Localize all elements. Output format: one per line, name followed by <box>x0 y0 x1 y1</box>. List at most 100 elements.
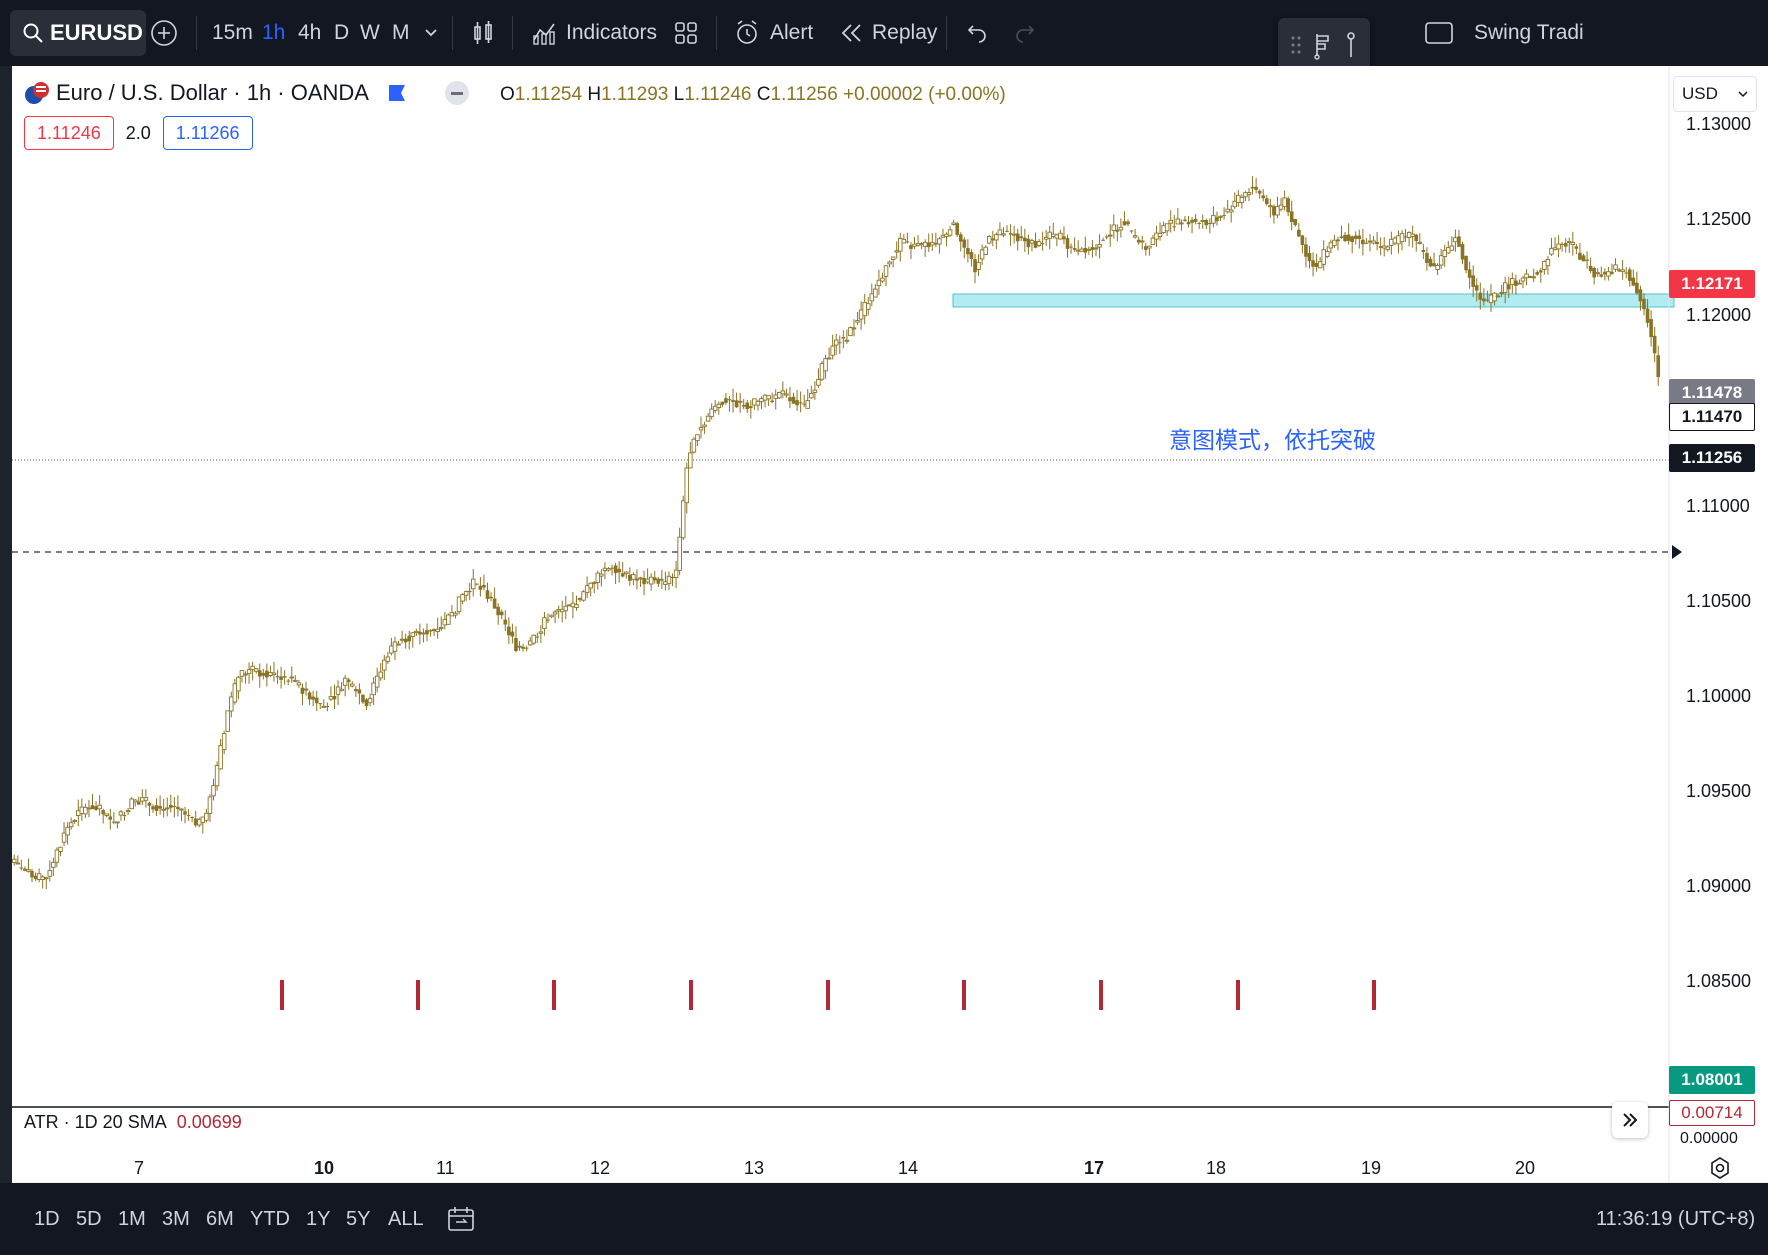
candle-body <box>1414 234 1419 242</box>
candle-body <box>973 259 977 273</box>
flag-marker-icon[interactable] <box>1312 30 1334 60</box>
interval-w[interactable]: W <box>360 21 380 44</box>
interval-dropdown[interactable] <box>424 0 446 66</box>
candle-body <box>1101 239 1105 241</box>
candle-body <box>1506 284 1511 290</box>
candle-body <box>1005 230 1009 232</box>
candle-body <box>147 802 152 806</box>
candle-body <box>962 239 967 248</box>
candle-body <box>271 672 277 676</box>
candle-body <box>688 452 693 469</box>
candle-body <box>1588 265 1593 271</box>
chart-annotation[interactable]: 意图模式，依托突破 <box>1169 427 1376 453</box>
buy-button[interactable]: 1.11266 <box>162 116 253 150</box>
time-tick: 10 <box>314 1158 335 1178</box>
support-zone[interactable] <box>952 293 1675 308</box>
candle-body <box>851 327 857 330</box>
price-chart[interactable] <box>12 66 1768 1183</box>
layouts-button[interactable] <box>674 0 706 66</box>
sell-button[interactable]: 1.11246 <box>24 116 114 150</box>
replay-button[interactable]: Replay <box>840 0 937 66</box>
candle-body <box>1097 243 1102 248</box>
candle-body <box>503 619 508 625</box>
candle-body <box>243 673 248 676</box>
candles-icon <box>474 21 492 44</box>
range-3m[interactable]: 3M <box>162 1207 190 1230</box>
candle-body <box>1139 240 1145 243</box>
scroll-to-realtime-button[interactable] <box>1612 1102 1648 1138</box>
goto-date-button[interactable] <box>446 1183 476 1255</box>
add-symbol-button[interactable] <box>150 0 186 66</box>
candle-body <box>225 710 230 732</box>
candle-body <box>606 568 611 571</box>
range-all[interactable]: ALL <box>388 1207 424 1230</box>
candle-body <box>1093 247 1099 250</box>
high-label: H <box>587 84 602 105</box>
interval-4h[interactable]: 4h <box>298 21 322 44</box>
candle-body <box>1286 198 1290 213</box>
price-tick: 1.11000 <box>1686 496 1750 516</box>
range-1m[interactable]: 1M <box>118 1207 146 1230</box>
candle-body <box>1552 247 1558 251</box>
candle-body <box>1542 260 1547 270</box>
candle-body <box>414 630 419 634</box>
range-6m[interactable]: 6M <box>206 1207 234 1230</box>
candle-body <box>741 405 746 407</box>
candle-body <box>841 337 846 339</box>
candle-body <box>1425 252 1429 263</box>
candle-body <box>1613 264 1618 270</box>
chart-pane[interactable] <box>12 66 1768 1183</box>
candle-body <box>983 246 988 255</box>
time-tick: 12 <box>590 1158 611 1178</box>
range-1y[interactable]: 1Y <box>306 1207 331 1230</box>
range-1d[interactable]: 1D <box>34 1207 60 1230</box>
range-5d[interactable]: 5D <box>76 1207 102 1230</box>
settings-icon[interactable] <box>1708 1156 1732 1180</box>
candle-body <box>1111 224 1117 231</box>
candle-body <box>599 573 604 577</box>
atr-axis-zero: 0.00000 <box>1680 1130 1738 1147</box>
pin-icon[interactable] <box>1344 30 1358 60</box>
interval-d[interactable]: D <box>334 21 350 44</box>
calendar-icon <box>448 1207 474 1231</box>
layout-menu-button[interactable]: Swing Tradi <box>1424 0 1584 66</box>
collapse-icon[interactable] <box>444 81 469 105</box>
candle-body <box>919 243 924 246</box>
atr-label[interactable]: ATR · 1D 20 SMA <box>24 1112 167 1132</box>
symbol-title[interactable]: Euro / U.S. Dollar · 1h · OANDA <box>56 80 369 105</box>
candle-body <box>1122 221 1127 226</box>
candle-body <box>1350 236 1354 243</box>
candle-body <box>275 676 280 678</box>
interval-1h[interactable]: 1h <box>262 21 286 44</box>
range-ytd[interactable]: YTD <box>250 1207 290 1230</box>
currency-selector[interactable]: USD <box>1673 76 1757 112</box>
atr-bar <box>1099 980 1103 1010</box>
candle-body <box>926 242 931 248</box>
candle-body <box>1446 247 1451 254</box>
undo-button[interactable] <box>964 0 996 66</box>
undo-icon <box>967 25 986 43</box>
alert-button[interactable]: Alert <box>734 0 813 66</box>
candle-body <box>613 565 618 574</box>
candle-body <box>1043 237 1049 240</box>
indicators-button[interactable]: Indicators <box>532 0 657 66</box>
symbol-search[interactable]: EURUSD <box>10 10 146 56</box>
candle-body <box>1442 249 1447 258</box>
clock[interactable]: 11:36:19 (UTC+8) <box>1596 1207 1756 1230</box>
chart-type-button[interactable] <box>472 0 502 66</box>
price-tag-current: 1.11256 <box>1669 444 1755 472</box>
candle-body <box>151 806 155 810</box>
candle-body <box>1040 243 1045 245</box>
candle-body <box>43 877 49 880</box>
redo-button[interactable] <box>1014 0 1046 66</box>
drag-handle-icon[interactable] <box>1290 34 1302 56</box>
interval-15m[interactable]: 15m <box>212 21 253 44</box>
interval-m[interactable]: M <box>392 21 410 44</box>
candle-body <box>354 689 358 692</box>
flag-icon[interactable] <box>388 85 405 101</box>
candle-body <box>666 575 672 585</box>
range-5y[interactable]: 5Y <box>346 1207 371 1230</box>
candle-body <box>873 288 878 298</box>
time-tick: 14 <box>898 1158 919 1178</box>
candle-body <box>112 821 116 823</box>
